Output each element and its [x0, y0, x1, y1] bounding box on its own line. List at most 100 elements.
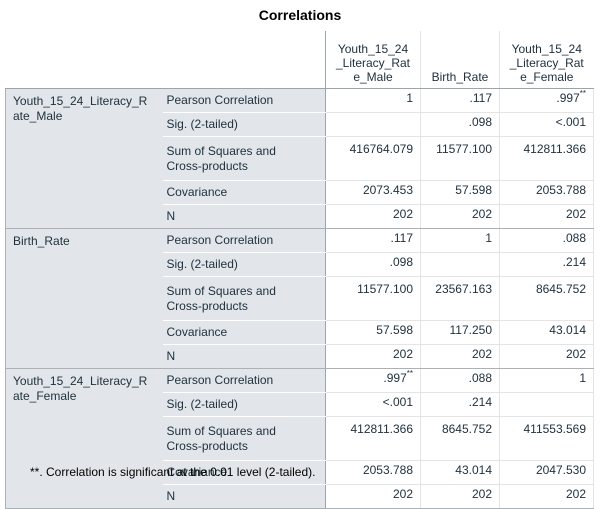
table-row: Sig. (2-tailed) .098 <.001: [6, 112, 594, 137]
table-cell: 8645.752: [499, 276, 594, 321]
table-cell: [499, 392, 594, 417]
table-row: Covariance 57.598 117.250 43.014: [6, 320, 594, 345]
cell-value: 57.598: [455, 183, 492, 197]
cell-value: 8645.752: [441, 422, 492, 436]
table-cell: 202: [420, 484, 500, 509]
table-cell: 202: [499, 204, 594, 229]
cell-value: 202: [471, 347, 492, 361]
cell-value: 2047.530: [535, 463, 586, 477]
table-row: Sig. (2-tailed) .098 .214: [6, 252, 594, 277]
statistic-label: Sig. (2-tailed): [162, 112, 326, 137]
table-cell: 11577.100: [420, 136, 500, 181]
cell-value: .214: [468, 395, 492, 409]
cell-value: .098: [468, 115, 492, 129]
table-cell: 202: [325, 344, 421, 369]
cell-value: .088: [468, 371, 492, 385]
cell-value: 202: [565, 487, 586, 501]
cell-value: 8645.752: [535, 282, 586, 296]
cell-value: 2053.788: [362, 463, 413, 477]
statistic-label: Sig. (2-tailed): [162, 252, 326, 277]
footnote: **. Correlation is significant at the 0.…: [30, 465, 316, 479]
table-cell: 412811.366: [325, 416, 421, 461]
table-cell: <.001: [325, 392, 421, 417]
table-cell: [325, 112, 421, 137]
table-row: Sum of Squares and Cross-products 11577.10…: [6, 276, 594, 321]
table-cell: .098: [420, 112, 500, 137]
table-cell: .088: [420, 368, 500, 393]
table-cell: 202: [325, 484, 421, 509]
cell-value: <.001: [382, 395, 413, 409]
correlations-table: Youth_15_24 _Literacy_Rat e_Male Birth_Rat…: [5, 31, 594, 509]
table-row: Sum of Squares and Cross-products 412811.3…: [6, 416, 594, 461]
cell-value: 412811.366: [350, 422, 413, 436]
statistic-label: N: [162, 484, 326, 509]
cell-value: .117: [390, 231, 413, 245]
header-corner: [5, 31, 163, 89]
table-cell: <.001: [499, 112, 594, 137]
table-cell: 2047.530: [499, 460, 594, 485]
cell-value: 1: [406, 91, 413, 105]
row-variable-label: Birth_Rate: [5, 228, 163, 369]
table-cell: 117.250: [420, 320, 500, 345]
cell-value: 43.014: [549, 323, 586, 337]
statistic-label: Covariance: [162, 320, 326, 345]
cell-value: .997: [556, 91, 580, 105]
cell-value: 202: [392, 207, 413, 221]
table-cell: 416764.079: [325, 136, 421, 181]
header-corner-stat: [162, 31, 326, 89]
cell-value: 2073.453: [362, 183, 413, 197]
table-row: Sig. (2-tailed) <.001 .214: [6, 392, 594, 417]
table-cell: 11577.100: [325, 276, 421, 321]
cell-value: 57.598: [376, 323, 413, 337]
cell-value: 1: [485, 231, 492, 245]
table-cell: .117: [420, 88, 500, 113]
cell-value: .117: [469, 91, 492, 105]
column-header: Birth_Rate: [420, 31, 500, 89]
table-cell: .997**: [325, 368, 421, 393]
table-cell: 411553.569: [499, 416, 594, 461]
table-cell: 43.014: [420, 460, 500, 485]
table-cell: 202: [420, 204, 500, 229]
table-cell: 202: [325, 204, 421, 229]
cell-value: 11577.100: [357, 282, 413, 296]
table-row: Sum of Squares and Cross-products 416764.0…: [6, 136, 594, 181]
statistic-label: N: [162, 204, 326, 229]
cell-value: 1: [579, 371, 586, 385]
statistic-label: N: [162, 344, 326, 369]
table-cell: 2053.788: [325, 460, 421, 485]
table-row: Covariance 2073.453 57.598 2053.788: [6, 180, 594, 205]
statistic-label: Sig. (2-tailed): [162, 392, 326, 417]
table-cell: .214: [420, 392, 500, 417]
table-cell: 202: [420, 344, 500, 369]
statistic-label: Pearson Correlation: [162, 228, 326, 253]
table-cell: 2073.453: [325, 180, 421, 205]
table-cell: 8645.752: [420, 416, 500, 461]
cell-value: 2053.788: [535, 183, 586, 197]
statistic-label: Covariance: [162, 460, 326, 485]
table-title: Correlations: [258, 7, 342, 23]
table-cell: .214: [499, 252, 594, 277]
row-variable-label: Youth_15_24_Literacy_R ate_Male: [5, 88, 163, 229]
table-cell: 23567.163: [420, 276, 500, 321]
column-header: Youth_15_24 _Literacy_Rat e_Female: [499, 31, 594, 89]
cell-value: 23567.163: [435, 282, 492, 296]
statistic-label: Sum of Squares and Cross-products: [162, 276, 326, 321]
cell-value: 416764.079: [349, 142, 413, 156]
row-variable-label: Youth_15_24_Literacy_R ate_Female: [5, 368, 163, 509]
table-row: N 202 202 202: [6, 204, 594, 229]
table-cell: 57.598: [420, 180, 500, 205]
table-cell: 2053.788: [499, 180, 594, 205]
cell-value: .088: [562, 231, 586, 245]
statistic-label: Pearson Correlation: [162, 368, 326, 393]
significance-mark: **: [579, 89, 586, 98]
table-row: Youth_15_24_Literacy_R ate_Female Pearson …: [5, 368, 594, 509]
cell-value: 43.014: [455, 463, 492, 477]
table-cell: 412811.366: [499, 136, 594, 181]
cell-value: <.001: [555, 115, 586, 129]
cell-value: 202: [565, 347, 586, 361]
statistic-label: Covariance: [162, 180, 326, 205]
table-cell: .098: [325, 252, 421, 277]
table-cell: 202: [499, 484, 594, 509]
table-cell: 1: [325, 88, 421, 113]
cell-value: 411553.569: [523, 422, 586, 436]
